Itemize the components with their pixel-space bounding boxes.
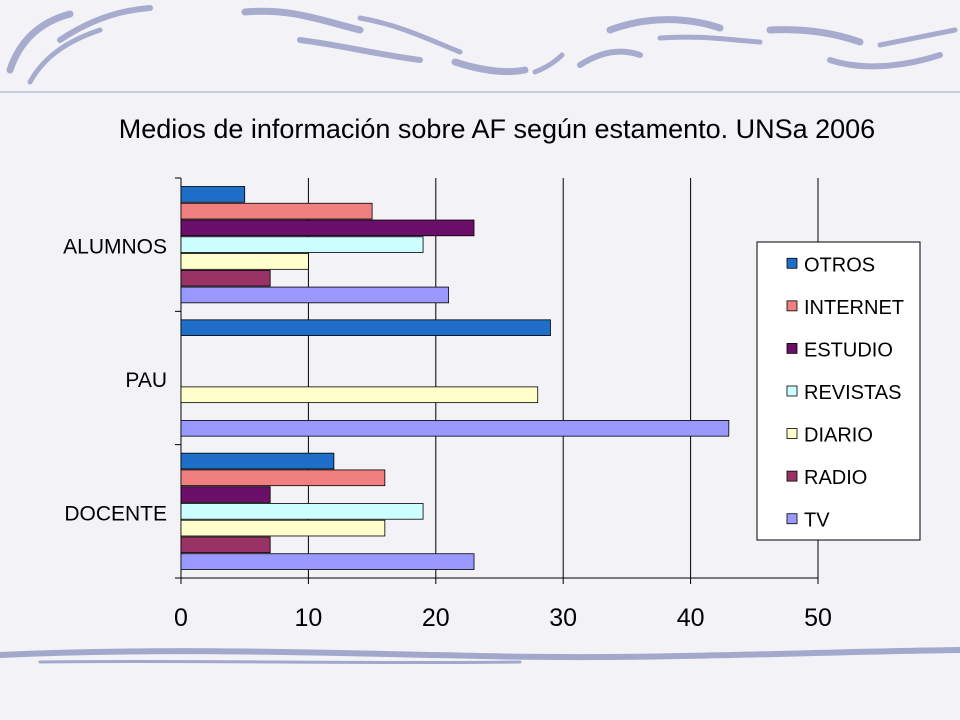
bar-otros (180, 319, 551, 336)
legend-swatch (786, 257, 798, 269)
legend-label: RADIO (804, 467, 867, 489)
bar-internet (180, 469, 386, 487)
chart-legend: OTROS INTERNET ESTUDIO REVISTAS DIARIO RADIO T… (756, 241, 921, 541)
legend-swatch (786, 513, 798, 525)
bar-estudio (180, 486, 271, 503)
legend-label: DIARIO (804, 425, 873, 447)
bar-internet (180, 202, 373, 220)
bar-tv (180, 420, 730, 437)
bar-tv (180, 553, 475, 570)
legend-swatch (786, 300, 798, 312)
x-tick-label: 40 (677, 604, 705, 632)
bar-diario (180, 519, 386, 537)
legend-label: OTROS (804, 254, 875, 276)
legend-label: ESTUDIO (804, 339, 893, 361)
legend-swatch (786, 343, 798, 354)
x-tick-label: 50 (804, 604, 832, 632)
legend-label: REVISTAS (804, 382, 901, 404)
bar-radio (180, 269, 271, 287)
y-category-label: PAU (125, 369, 167, 392)
bar-diario (180, 253, 309, 270)
x-tick-label: 10 (294, 604, 322, 632)
x-tick-label: 30 (549, 604, 577, 632)
bar-radio (180, 536, 271, 554)
x-tick-label: 20 (422, 604, 450, 632)
bar-revistas (180, 503, 424, 520)
x-tick-label: 0 (174, 604, 188, 632)
legend-label: TV (804, 510, 830, 532)
bar-diario (180, 386, 539, 404)
bar-revistas (180, 236, 424, 253)
legend-swatch (786, 385, 798, 397)
chart-title: Medios de información sobre AF según est… (119, 114, 875, 144)
plot-area: 0 10 20 30 40 50 ALUMNOS PAU DOCENTE (63, 177, 832, 632)
y-category-label: DOCENTE (64, 502, 167, 525)
legend-swatch (786, 428, 798, 439)
y-category-label: ALUMNOS (63, 236, 167, 259)
bar-otros (180, 452, 335, 470)
bar-estudio (180, 219, 475, 237)
legend-label: INTERNET (804, 297, 904, 319)
legend-box (756, 241, 921, 541)
legend-swatch (786, 470, 798, 482)
bar-otros (180, 186, 246, 203)
bar-tv (180, 286, 449, 304)
